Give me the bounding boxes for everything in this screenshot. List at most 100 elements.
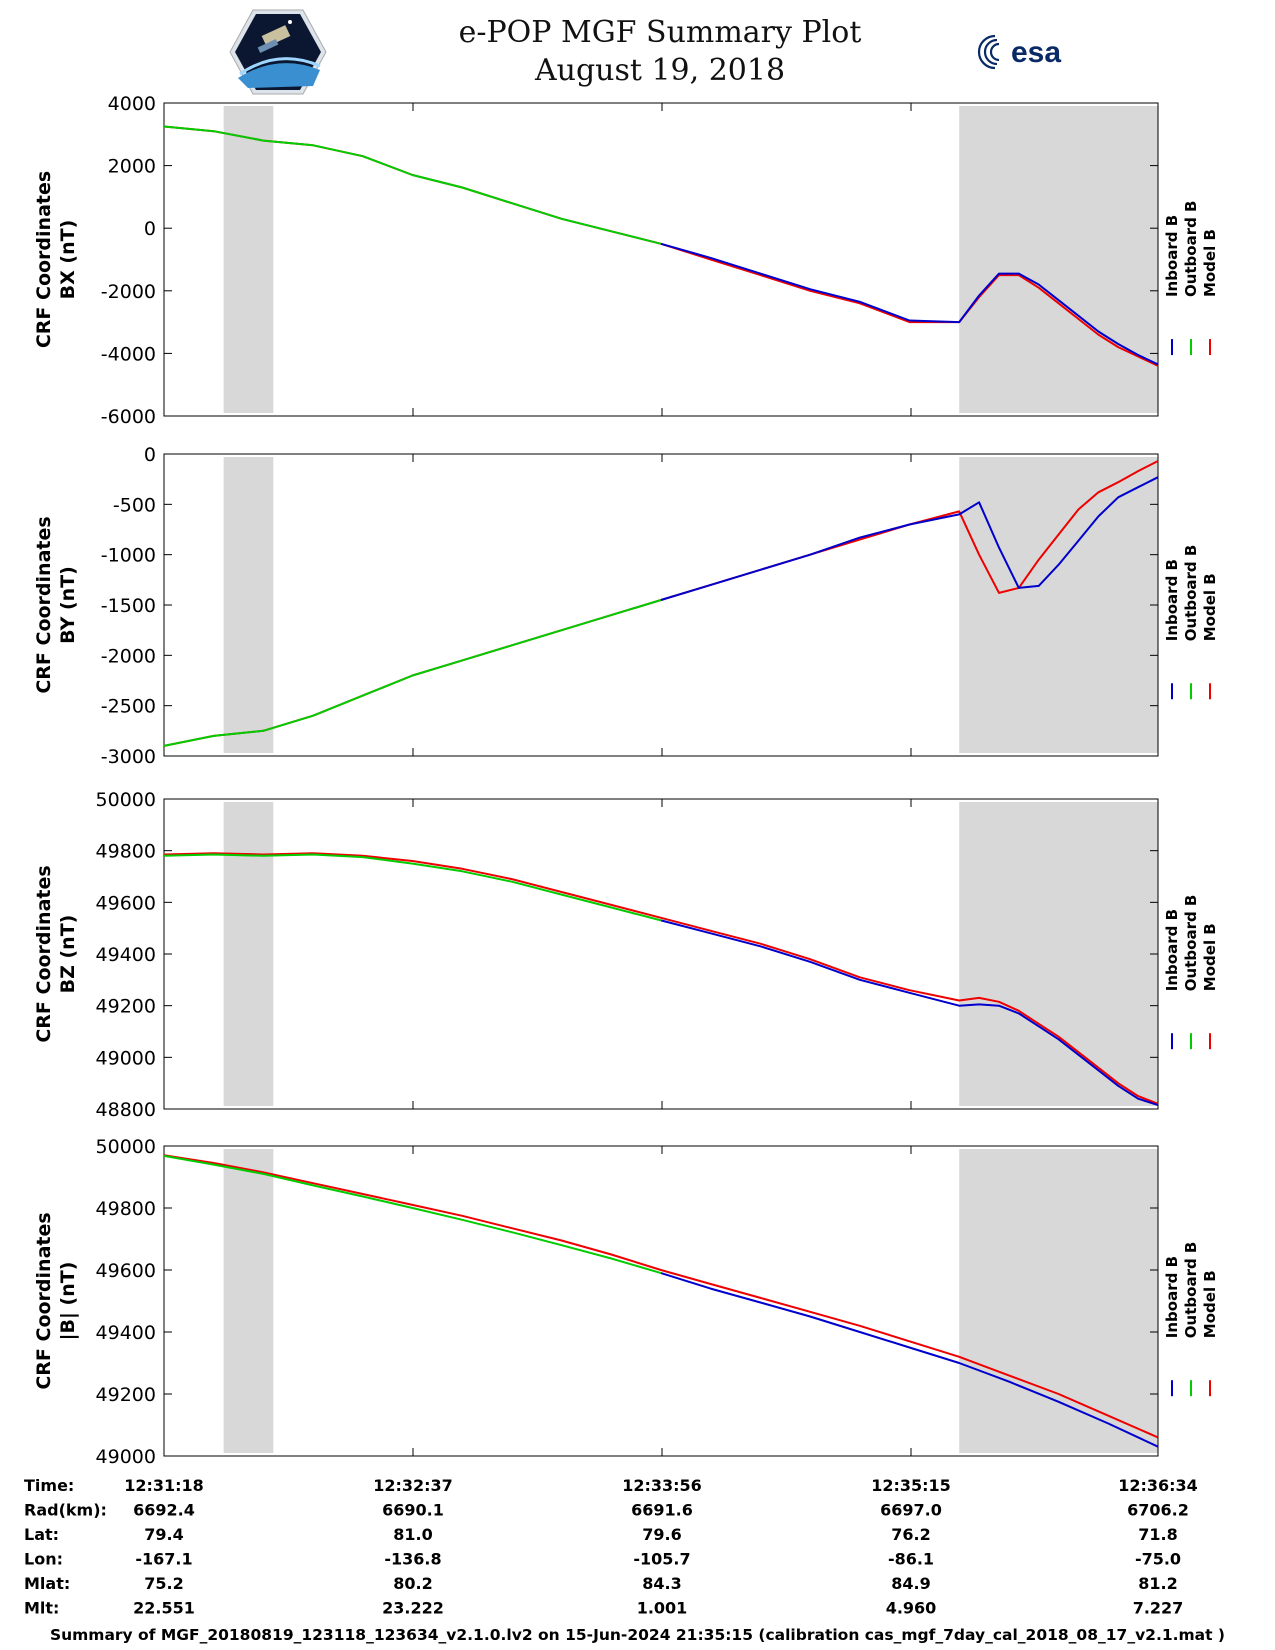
legend-label: Inboard B <box>1163 909 1181 991</box>
y-tick-label: -6000 <box>101 406 156 428</box>
legend-label: Inboard B <box>1163 559 1181 641</box>
series-model-b <box>163 852 1159 1105</box>
shaded-region <box>223 1149 274 1453</box>
y-tick-label: 49000 <box>96 1047 156 1069</box>
series-inboard-b <box>660 1272 1159 1448</box>
y-tick-label: -500 <box>113 494 156 516</box>
legend-label: Outboard B <box>1182 895 1200 992</box>
shaded-region <box>959 457 1158 753</box>
info-row-value: -86.1 <box>888 1550 934 1569</box>
y-tick-label: 49400 <box>96 944 156 966</box>
y-tick-label: 49200 <box>96 1384 156 1406</box>
info-row-value: 79.6 <box>642 1525 681 1544</box>
info-row-value: 12:32:37 <box>373 1476 453 1495</box>
info-row-value: 22.551 <box>133 1599 195 1618</box>
esa-wordmark: esa <box>1011 36 1061 69</box>
series-outboard-b <box>163 599 662 747</box>
y-axis-label: CRF Coordinates <box>33 865 55 1042</box>
series-inboard-b <box>660 476 1159 601</box>
info-row-value: 79.4 <box>144 1525 183 1544</box>
y-tick-label: -2000 <box>101 645 156 667</box>
info-row-value: -75.0 <box>1135 1550 1181 1569</box>
info-row-value: -105.7 <box>633 1550 690 1569</box>
y-tick-label: -4000 <box>101 343 156 365</box>
y-axis-label: CRF Coordinates <box>33 171 55 348</box>
y-tick-label: 0 <box>144 218 156 240</box>
y-tick-label: 48800 <box>96 1099 156 1121</box>
series-inboard-b <box>660 242 1159 366</box>
footer-caption: Summary of MGF_20180819_123118_123634_v2… <box>49 1626 1226 1644</box>
y-tick-label: -2000 <box>101 281 156 303</box>
y-axis-label: BZ (nT) <box>57 915 79 994</box>
plot-frame <box>163 102 1159 417</box>
info-row-value: 80.2 <box>393 1574 432 1593</box>
info-row-label: Lon: <box>24 1550 63 1569</box>
info-row-label: Lat: <box>24 1525 59 1544</box>
legend-label: Outboard B <box>1182 1242 1200 1339</box>
info-row-label: Rad(km): <box>24 1501 107 1520</box>
shaded-region <box>223 457 274 753</box>
esa-rings-icon <box>977 34 1000 70</box>
legend-label: Outboard B <box>1182 200 1200 297</box>
info-row-value: 12:35:15 <box>871 1476 951 1495</box>
y-tick-label: 0 <box>144 444 156 466</box>
y-axis-label: CRF Coordinates <box>33 1212 55 1389</box>
y-tick-label: 50000 <box>96 1136 156 1158</box>
esa-logo: esa <box>977 34 1061 70</box>
legend-label: Model B <box>1201 573 1219 641</box>
series-inboard-b <box>660 919 1159 1107</box>
info-row-value: 12:33:56 <box>622 1476 702 1495</box>
y-axis-label: BY (nT) <box>57 566 79 644</box>
y-tick-label: -1000 <box>101 545 156 567</box>
title-block: e-POP MGF Summary Plot August 19, 2018 <box>400 14 920 90</box>
info-row-value: -136.8 <box>384 1550 441 1569</box>
info-row-value: 76.2 <box>891 1525 930 1544</box>
info-row-value: 6706.2 <box>1127 1501 1189 1520</box>
shaded-region <box>223 802 274 1106</box>
shaded-region <box>959 1149 1158 1453</box>
legend-label: Inboard B <box>1163 215 1181 297</box>
panel-2: 0 -500 -1000 -1500 -2000 -2500 -3000 CRF Coordi… <box>33 444 1219 768</box>
y-tick-label: 49800 <box>96 1198 156 1220</box>
y-tick-label: 49600 <box>96 1260 156 1282</box>
info-row-value: 84.9 <box>891 1574 930 1593</box>
shaded-region <box>959 106 1158 413</box>
series-model-b <box>163 1154 1159 1439</box>
info-row-value: 1.001 <box>637 1599 688 1618</box>
legend-label: Inboard B <box>1163 1256 1181 1338</box>
shaded-region <box>959 802 1158 1106</box>
info-row-value: 12:31:18 <box>124 1476 204 1495</box>
info-row-value: 81.0 <box>393 1525 432 1544</box>
y-tick-label: 49800 <box>96 841 156 863</box>
info-row-value: 6691.6 <box>631 1501 693 1520</box>
y-tick-label: 4000 <box>108 93 156 115</box>
shaded-region <box>223 106 274 413</box>
y-tick-label: -2500 <box>101 696 156 718</box>
y-tick-label: -3000 <box>101 746 156 768</box>
legend-label: Model B <box>1201 229 1219 297</box>
info-row-value: 71.8 <box>1138 1525 1177 1544</box>
info-row-label: Mlat: <box>24 1574 70 1593</box>
y-tick-label: -1500 <box>101 595 156 617</box>
y-tick-label: 2000 <box>108 156 156 178</box>
info-row-value: 4.960 <box>886 1599 937 1618</box>
panel-4: 50000 49800 49600 49400 49200 49000 CRF Coordi… <box>33 1136 1219 1468</box>
info-row-label: Time: <box>24 1476 74 1495</box>
y-axis-label: CRF Coordinates <box>33 516 55 693</box>
info-row-value: 84.3 <box>642 1574 681 1593</box>
y-tick-label: 50000 <box>96 789 156 811</box>
legend-label: Model B <box>1201 923 1219 991</box>
plot-frame <box>163 1145 1159 1457</box>
info-row-value: 6697.0 <box>880 1501 942 1520</box>
series-outboard-b <box>163 125 662 245</box>
info-table: Time: 12:31:18 12:32:37 12:33:56 12:35:15 12:… <box>24 1476 1198 1618</box>
y-tick-label: 49400 <box>96 1322 156 1344</box>
info-row-value: 23.222 <box>382 1599 444 1618</box>
y-axis-label: |B| (nT) <box>57 1262 79 1341</box>
info-row-value: 7.227 <box>1133 1599 1184 1618</box>
info-row-label: Mlt: <box>24 1599 59 1618</box>
info-row-value: -167.1 <box>135 1550 192 1569</box>
legend-label: Outboard B <box>1182 545 1200 642</box>
panel-3: 50000 49800 49600 49400 49200 49000 48800 CRF C… <box>33 789 1219 1121</box>
